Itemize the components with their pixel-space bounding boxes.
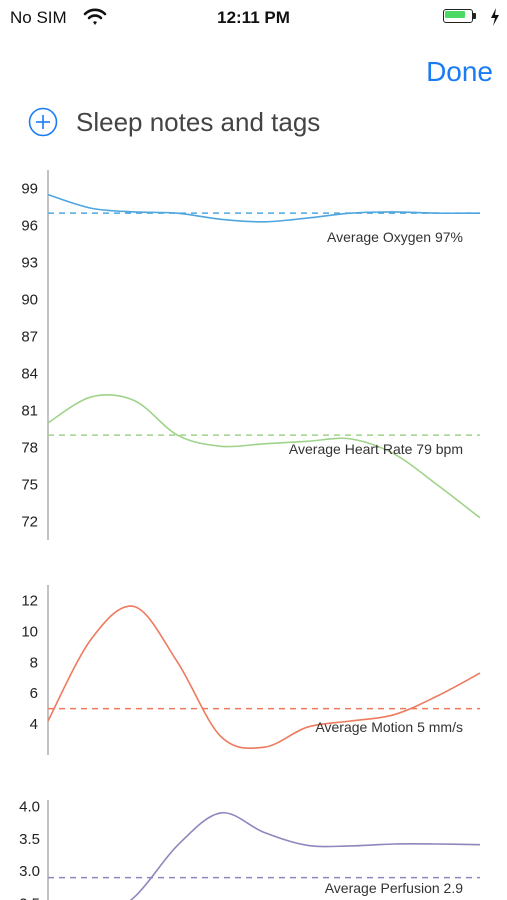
y-tick-label: 12 (21, 592, 38, 609)
heart_rate-series-line (47, 393, 481, 519)
battery-icon (443, 9, 477, 25)
y-tick-label: 90 (21, 292, 38, 309)
oxygen-series-line (47, 193, 481, 223)
battery-level (445, 11, 465, 18)
y-tick-label: 93 (21, 255, 38, 272)
y-tick-label: 84 (21, 366, 38, 383)
sleep-notes-label: Sleep notes and tags (76, 106, 321, 137)
y-tick-label: 8 (30, 654, 38, 671)
y-tick-label: 75 (21, 477, 38, 494)
motion-series-line (47, 605, 481, 750)
wifi-icon (83, 8, 107, 25)
y-tick-label: 87 (21, 329, 38, 346)
y-tick-label: 3.0 (19, 863, 40, 880)
status-bar: No SIM 12:11 PM (0, 0, 507, 36)
y-tick-label: 10 (21, 623, 38, 640)
sleep-notes-button[interactable]: Sleep notes and tags (28, 104, 320, 140)
y-tick-label: 2.5 (19, 896, 40, 900)
status-time: 12:11 PM (217, 8, 290, 27)
plus-circle-icon (28, 107, 58, 137)
oxygen-average-label: Average Oxygen 97% (327, 229, 463, 245)
charging-bolt-icon (491, 8, 499, 26)
y-tick-label: 6 (30, 685, 38, 702)
y-tick-label: 3.5 (19, 831, 40, 848)
y-tick-label: 96 (21, 218, 38, 235)
y-tick-label: 72 (21, 514, 38, 531)
motion-average-label: Average Motion 5 mm/s (315, 719, 463, 735)
y-tick-label: 81 (21, 403, 38, 420)
y-tick-label: 4.0 (19, 798, 40, 815)
done-button[interactable]: Done (426, 56, 493, 87)
carrier-label: No SIM (10, 8, 67, 27)
y-tick-label: 78 (21, 440, 38, 457)
y-tick-label: 4 (30, 716, 38, 733)
y-tick-label: 99 (21, 181, 38, 198)
perfusion-average-label: Average Perfusion 2.9 (325, 880, 463, 896)
heart_rate-average-label: Average Heart Rate 79 bpm (289, 441, 463, 457)
perfusion-series-line (129, 812, 481, 900)
